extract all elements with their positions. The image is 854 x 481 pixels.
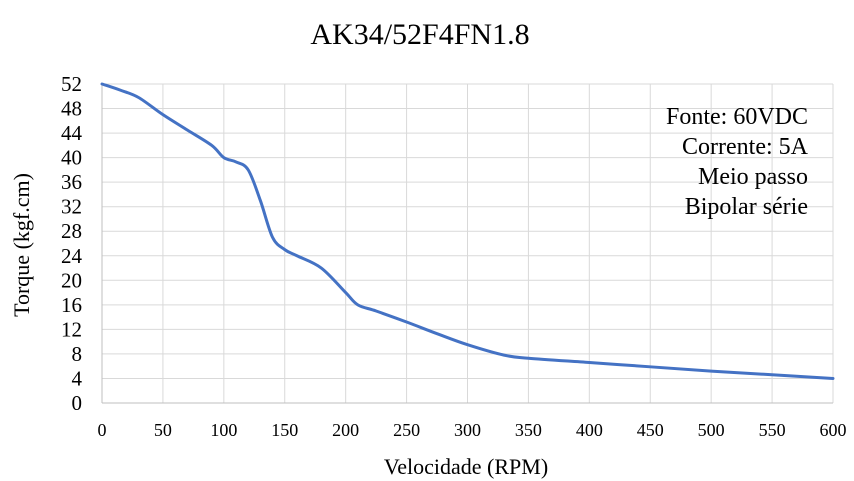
axes	[101, 84, 833, 404]
y-tick-label: 24	[61, 244, 83, 268]
torque-series-line	[100, 82, 835, 380]
x-tick-label: 300	[454, 420, 481, 440]
y-tick-label: 32	[61, 195, 82, 219]
chart-title: AK34/52F4FN1.8	[310, 18, 529, 51]
y-tick-label: 40	[61, 146, 82, 170]
y-tick-label: 0	[72, 391, 83, 415]
x-tick-label: 250	[393, 420, 420, 440]
x-tick-label: 50	[154, 420, 172, 440]
y-tick-label: 16	[61, 293, 82, 317]
annotations: Fonte: 60VDC Corrente: 5A Meio passo Bipola…	[666, 104, 809, 220]
y-tick-label: 44	[61, 121, 83, 145]
annotation-line: Meio passo	[698, 164, 808, 190]
y-tick-label: 48	[61, 97, 82, 121]
annotation-line: Bipolar série	[685, 194, 808, 220]
x-tick-label: 600	[820, 420, 847, 440]
y-tick-label: 8	[72, 342, 83, 366]
x-tick-label: 350	[515, 420, 542, 440]
x-tick-label: 0	[98, 420, 107, 440]
x-tick-label: 400	[576, 420, 603, 440]
y-tick-label: 36	[61, 170, 82, 194]
x-tick-labels: 0 50 100 150 200 250 300 350 400 450 500 550 600	[98, 420, 847, 440]
x-axis-label: Velocidade (RPM)	[384, 454, 548, 479]
y-tick-label: 20	[61, 268, 82, 292]
annotation-line: Fonte: 60VDC	[666, 104, 808, 130]
annotation-line: Corrente: 5A	[682, 134, 809, 160]
y-tick-label: 52	[61, 72, 82, 96]
y-axis-label: Torque (kgf.cm)	[9, 173, 34, 317]
series	[100, 82, 835, 380]
y-tick-label: 28	[61, 219, 82, 243]
x-tick-label: 100	[210, 420, 237, 440]
x-tick-label: 150	[271, 420, 298, 440]
x-tick-label: 200	[332, 420, 359, 440]
y-tick-label: 4	[72, 366, 83, 390]
x-tick-label: 550	[759, 420, 786, 440]
x-tick-label: 500	[698, 420, 725, 440]
y-tick-label: 12	[61, 317, 82, 341]
grid	[102, 83, 834, 403]
x-tick-label: 450	[637, 420, 664, 440]
